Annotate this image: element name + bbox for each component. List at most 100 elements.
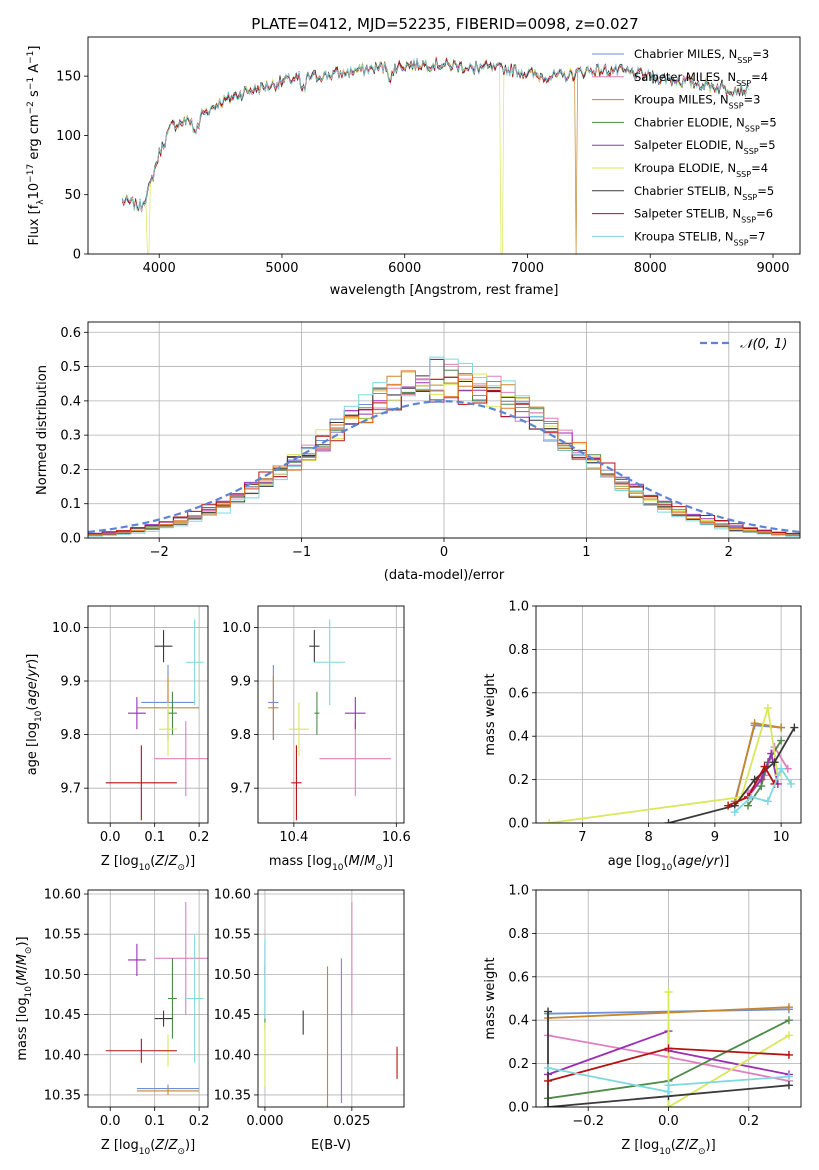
y-tick-label: 10.35 xyxy=(44,1088,81,1103)
weight-series xyxy=(544,1007,793,1107)
spectrum-line xyxy=(122,58,749,212)
axes-frame xyxy=(257,605,405,824)
x-tick-label: 9000 xyxy=(756,261,789,276)
legend: Chabrier MILES, NSSP=3 Salpeter MILES, NS… xyxy=(592,47,777,247)
y-tick-label: 0.4 xyxy=(508,730,529,745)
y-tick-label: 0.6 xyxy=(508,970,529,985)
x-tick-label: 0.0 xyxy=(100,1114,121,1129)
weight-marker xyxy=(777,723,786,732)
errorbar-point xyxy=(136,1086,200,1095)
axes-frame xyxy=(535,605,802,824)
y-tick-label: 10.0 xyxy=(52,621,81,636)
histogram-series xyxy=(88,370,800,536)
x-tick-label: 0.0 xyxy=(658,1114,679,1129)
weight-marker xyxy=(763,703,772,712)
y-tick-label: 10.45 xyxy=(44,1008,81,1023)
histogram-series xyxy=(88,371,800,536)
y-tick-label: 10.60 xyxy=(214,888,251,903)
errorbar-point xyxy=(154,1010,173,1027)
plot-area-mass_vs_Z xyxy=(105,902,208,1095)
weight-marker xyxy=(544,1103,553,1107)
axes-frame xyxy=(87,605,209,824)
axes-frame-residuals: −2 −1 0 1 2 0.0 0.1 0.2 0.3 0.4 0.5 0.6 𝒩(0, 1) (data… xyxy=(35,321,801,583)
axes-frame xyxy=(87,889,209,1108)
weight-marker xyxy=(664,819,673,823)
x-tick-label: 0.2 xyxy=(189,830,210,845)
axes-frame-age_vs_Z: 0.0 0.1 0.2 9.7 9.8 9.9 10.0 Z [log10(Z/Z⊙)] age… xyxy=(25,605,210,873)
y-tick-label: 0.4 xyxy=(508,1014,529,1029)
weight-marker xyxy=(784,1003,793,1012)
weight-marker xyxy=(545,819,554,823)
plot-area-age_vs_Z xyxy=(105,619,208,821)
plot-area-age_vs_mass xyxy=(268,619,392,821)
errorbar-point xyxy=(128,697,146,730)
weight-marker xyxy=(760,762,769,771)
errorbar-point xyxy=(314,619,346,706)
x-axis-label: Z [log10(Z/Z⊙)] xyxy=(101,1138,195,1157)
weight-marker xyxy=(744,801,752,810)
y-tick-label: 9.9 xyxy=(60,675,81,690)
y-tick-label: 0.2 xyxy=(508,1057,529,1072)
errorbar-point xyxy=(314,691,320,735)
x-tick-label: 7 xyxy=(578,830,586,845)
legend-entry: Salpeter ELODIE, NSSP=5 xyxy=(634,138,776,156)
weight-marker xyxy=(777,736,786,745)
x-axis-label: Z [log10(Z/Z⊙)] xyxy=(621,1138,715,1157)
weight-line xyxy=(549,707,779,823)
y-tick-label: 0.3 xyxy=(60,429,81,444)
weight-marker xyxy=(724,801,733,810)
y-tick-label: 10.60 xyxy=(44,888,81,903)
y-tick-label: 10.55 xyxy=(214,928,251,943)
weight-series xyxy=(544,1044,793,1085)
weight-series xyxy=(544,1063,793,1096)
chart-weight_vs_Z: −0.2 0.0 0.2 0.0 0.2 0.4 0.6 0.8 1.0 Z [log10(Z/Z… xyxy=(483,884,802,1157)
x-tick-label: 8 xyxy=(644,830,652,845)
x-tick-label: −0.2 xyxy=(572,1114,604,1129)
x-tick-label: 10.6 xyxy=(382,830,411,845)
weight-marker xyxy=(784,1031,793,1040)
y-tick-label: 0.8 xyxy=(508,927,529,942)
weight-marker xyxy=(544,1007,553,1016)
chart-spectrum: 4000 5000 6000 7000 8000 9000 0 50 100 150 wavelen… xyxy=(26,36,801,298)
weight-marker xyxy=(784,1016,793,1025)
y-tick-label: 9.7 xyxy=(60,782,81,797)
weight-line xyxy=(547,1011,790,1107)
weight-marker xyxy=(664,1081,673,1090)
y-tick-label: 0 xyxy=(73,248,81,263)
y-tick-label: 0.8 xyxy=(508,643,529,658)
y-tick-label: 0.4 xyxy=(60,394,81,409)
plot-area-mass_vs_ebv xyxy=(264,902,398,1107)
y-tick-label: 0.0 xyxy=(508,1101,529,1116)
x-tick-label: 2 xyxy=(725,545,733,560)
legend-entry: Kroupa ELODIE, NSSP=4 xyxy=(634,161,768,179)
x-axis-label: wavelength [Angstrom, rest frame] xyxy=(330,283,559,298)
errorbar-point xyxy=(309,630,320,663)
x-tick-label: 10 xyxy=(773,830,790,845)
y-tick-label: 10.35 xyxy=(214,1088,251,1103)
errorbar-point xyxy=(154,630,173,663)
chart-age_vs_mass: 10.4 10.6 9.7 9.8 9.9 10.0 mass [log10(M/M⊙)] xyxy=(222,605,411,873)
x-tick-label: 0.2 xyxy=(189,1114,210,1129)
errorbar-point xyxy=(128,943,146,976)
weight-marker xyxy=(787,779,796,788)
x-axis-label: (data-model)/error xyxy=(384,568,505,583)
legend-entry: Chabrier MILES, NSSP=3 xyxy=(634,47,769,65)
y-tick-label: 100 xyxy=(56,129,81,144)
y-tick-label: 10.50 xyxy=(44,968,81,983)
x-tick-label: 0 xyxy=(440,545,448,560)
weight-marker xyxy=(747,792,756,801)
chart-mass_vs_ebv: 0.000 0.025 10.35 10.40 10.45 10.50 10.55 10.60… xyxy=(214,888,405,1153)
weight-marker xyxy=(784,1072,793,1081)
x-tick-label: 0.0 xyxy=(100,830,121,845)
errorbar-point xyxy=(168,691,177,735)
weight-marker xyxy=(664,1044,673,1053)
x-axis-label: mass [log10(M/M⊙)] xyxy=(269,854,393,873)
x-tick-label: 0.000 xyxy=(246,1114,283,1129)
weight-series xyxy=(664,987,793,1107)
plot-area-spectrum xyxy=(122,56,749,254)
x-tick-label: 4000 xyxy=(143,261,176,276)
errorbar-point xyxy=(105,1038,177,1063)
axes-frame-mass_vs_Z: 0.0 0.1 0.2 10.35 10.40 10.45 10.50 10.55 10.60 Z… xyxy=(15,888,209,1157)
y-tick-label: 50 xyxy=(64,188,81,203)
weight-marker xyxy=(763,797,772,806)
